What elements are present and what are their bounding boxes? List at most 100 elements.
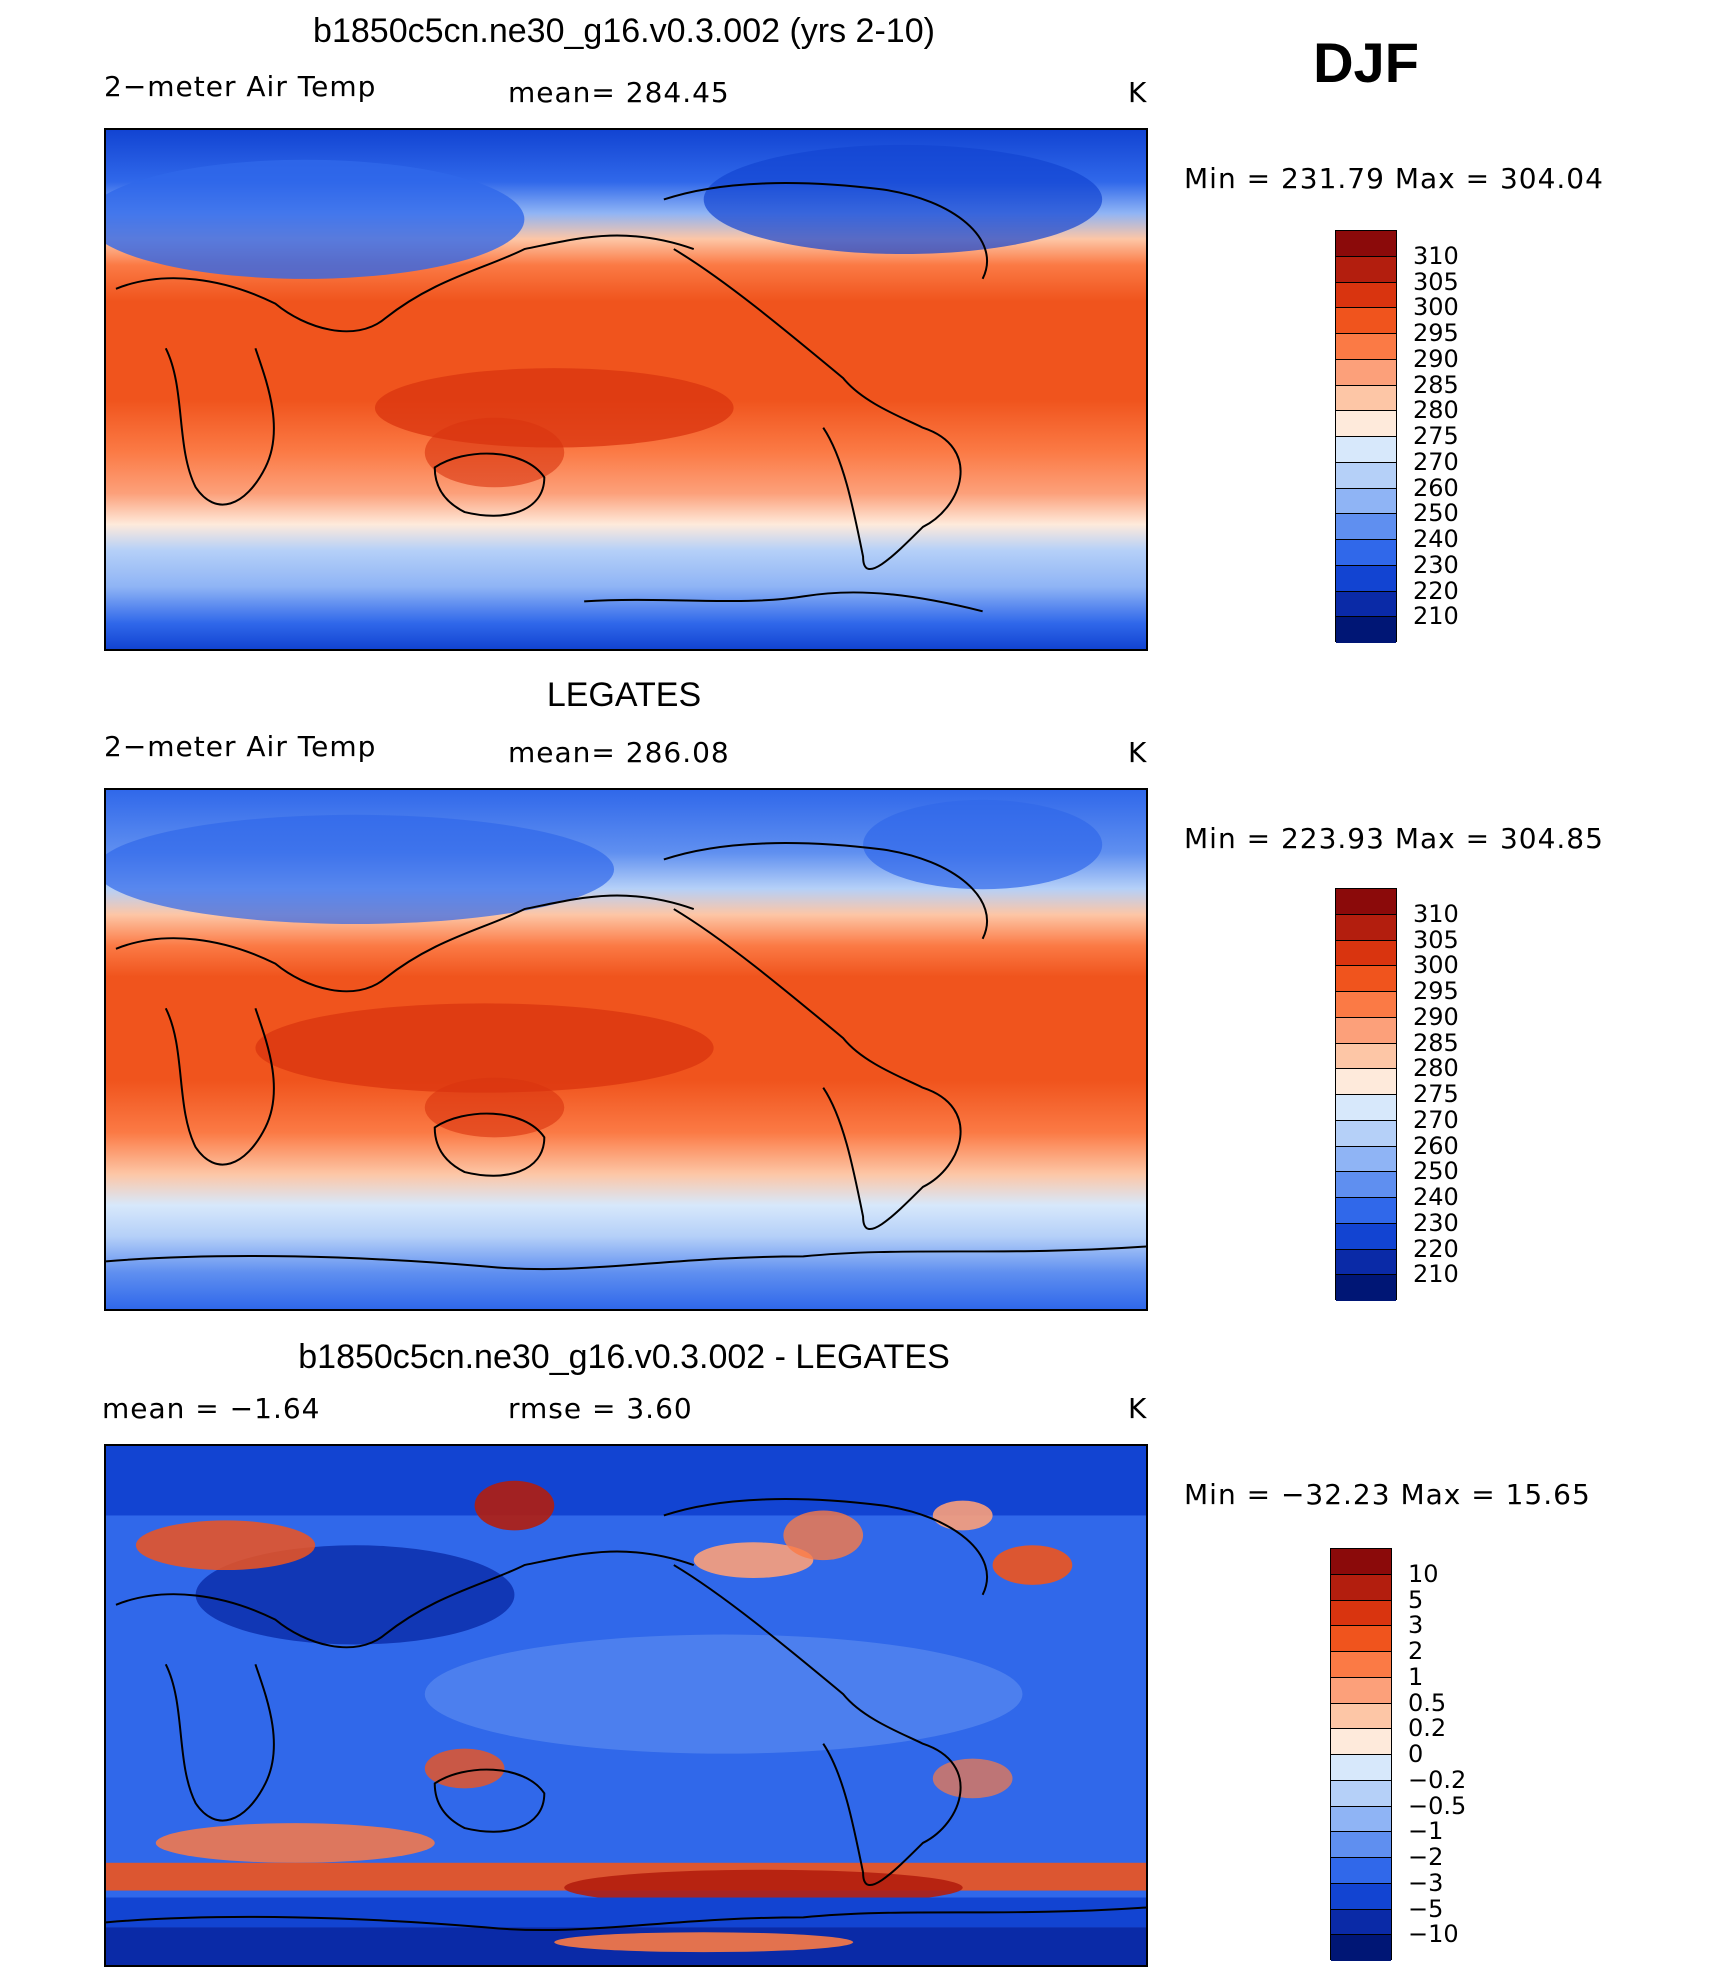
colorbar-swatch [1331, 1703, 1391, 1730]
colorbar-swatch [1331, 1858, 1391, 1884]
colorbar-swatch [1336, 308, 1396, 334]
colorbar-swatch [1336, 540, 1396, 566]
colorbar-swatch [1336, 940, 1396, 967]
colorbar-tick-label: 300 [1413, 951, 1459, 980]
colorbar-tick-label: 285 [1413, 1028, 1459, 1057]
colorbar-swatch [1331, 1652, 1391, 1678]
colorbar-swatch [1331, 1909, 1391, 1936]
colorbar-tick-label: 275 [1413, 1080, 1459, 1108]
colorbar-tick-label: 0.2 [1408, 1714, 1447, 1743]
colorbar-swatch [1336, 992, 1396, 1018]
colorbar-tick-label: 210 [1413, 602, 1459, 631]
colorbar-swatch [1336, 889, 1396, 915]
units-label-model: K [1128, 76, 1148, 109]
colorbar-swatch [1331, 1626, 1391, 1652]
colorbar-swatch [1336, 282, 1396, 309]
colorbar-tick-label: 240 [1413, 525, 1459, 553]
colorbar-tick-label: −5 [1408, 1894, 1444, 1923]
colorbar-swatch [1336, 1172, 1396, 1198]
units-label-obs: K [1128, 736, 1148, 769]
temperature-field-model [106, 130, 1146, 649]
colorbar-swatch [1336, 231, 1396, 257]
colorbar-tick-label: −0.2 [1408, 1765, 1467, 1794]
colorbar-swatch [1336, 1095, 1396, 1121]
colorbar-tick-label: 290 [1413, 344, 1459, 373]
colorbar-obs [1335, 888, 1397, 1301]
colorbar-tick-label: 0 [1408, 1740, 1424, 1768]
colorbar-swatch [1336, 1017, 1396, 1044]
colorbar-tick-label: 5 [1408, 1585, 1424, 1614]
colorbar-tick-label: 270 [1413, 447, 1459, 476]
colorbar-tick-label: 250 [1413, 499, 1459, 528]
colorbar-tick-label: 10 [1408, 1559, 1439, 1588]
colorbar-tick-label: 300 [1413, 293, 1459, 322]
minmax-label-model: Min = 231.79 Max = 304.04 [1184, 162, 1604, 195]
difference-field [106, 1446, 1146, 1965]
map-obs [104, 788, 1148, 1311]
colorbar-tick-label: 260 [1413, 473, 1459, 502]
colorbar-tick-label: 285 [1413, 370, 1459, 399]
colorbar-tick-label: −3 [1408, 1868, 1444, 1897]
variable-label-obs: 2−meter Air Temp [104, 730, 377, 763]
colorbar-swatch [1331, 1600, 1391, 1627]
colorbar-swatch [1331, 1729, 1391, 1755]
colorbar-swatch [1336, 914, 1396, 941]
colorbar-swatch [1331, 1780, 1391, 1807]
colorbar-swatch [1336, 256, 1396, 283]
colorbar-swatch [1336, 1146, 1396, 1173]
colorbar-swatch [1336, 359, 1396, 386]
colorbar-tick-label: 295 [1413, 319, 1459, 347]
colorbar-swatch [1331, 1935, 1391, 1961]
colorbar-tick-label: 310 [1413, 899, 1459, 928]
colorbar-tick-label: −2 [1408, 1843, 1444, 1871]
colorbar-tick-label: 210 [1413, 1260, 1459, 1289]
colorbar-swatch [1336, 966, 1396, 992]
colorbar-tick-label: 220 [1413, 1234, 1459, 1263]
colorbar-swatch [1336, 1275, 1396, 1301]
colorbar-swatch [1336, 514, 1396, 540]
colorbar-diff [1330, 1548, 1392, 1961]
minmax-label-obs: Min = 223.93 Max = 304.85 [1184, 822, 1604, 855]
colorbar-swatch [1336, 1249, 1396, 1276]
variable-label-model: 2−meter Air Temp [104, 70, 377, 103]
colorbar-swatch [1336, 591, 1396, 618]
colorbar-swatch [1336, 1043, 1396, 1070]
colorbar-swatch [1336, 1198, 1396, 1224]
colorbar-swatch [1336, 1120, 1396, 1147]
colorbar-tick-label: 270 [1413, 1105, 1459, 1134]
colorbar-swatch [1336, 334, 1396, 360]
colorbar-tick-label: 275 [1413, 422, 1459, 450]
panel-title-obs: LEGATES [546, 676, 702, 714]
colorbar-swatch [1331, 1755, 1391, 1781]
colorbar-tick-label: 280 [1413, 396, 1459, 425]
panel-title-model: b1850c5cn.ne30_g16.v0.3.002 (yrs 2-10) [313, 12, 935, 50]
mean-label-model: mean= 284.45 [508, 76, 730, 109]
colorbar-tick-label: 260 [1413, 1131, 1459, 1160]
units-label-diff: K [1128, 1392, 1148, 1425]
season-label: DJF [1313, 31, 1419, 94]
mean-label-diff: mean = −1.64 [102, 1392, 321, 1425]
colorbar-swatch [1336, 385, 1396, 412]
colorbar-tick-label: 305 [1413, 925, 1459, 954]
colorbar-swatch [1331, 1883, 1391, 1910]
colorbar-tick-label: −1 [1408, 1817, 1444, 1846]
colorbar-tick-label: 3 [1408, 1611, 1424, 1640]
colorbar-tick-label: 290 [1413, 1002, 1459, 1031]
colorbar-swatch [1336, 462, 1396, 489]
colorbar-tick-label: 0.5 [1408, 1688, 1447, 1717]
rmse-label-diff: rmse = 3.60 [508, 1392, 693, 1425]
colorbar-tick-label: 230 [1413, 550, 1459, 579]
colorbar-tick-label: −10 [1408, 1920, 1459, 1949]
map-model [104, 128, 1148, 651]
minmax-label-diff: Min = −32.23 Max = 15.65 [1184, 1478, 1591, 1511]
colorbar-tick-label: 220 [1413, 576, 1459, 605]
colorbar-tick-label: 2 [1408, 1637, 1424, 1665]
colorbar-tick-label: 295 [1413, 977, 1459, 1005]
colorbar-swatch [1331, 1806, 1391, 1833]
colorbar-swatch [1331, 1574, 1391, 1601]
mean-label-obs: mean= 286.08 [508, 736, 730, 769]
colorbar-swatch [1331, 1549, 1391, 1575]
colorbar-swatch [1336, 1223, 1396, 1250]
colorbar-tick-label: 310 [1413, 241, 1459, 270]
colorbar-tick-label: 240 [1413, 1183, 1459, 1211]
